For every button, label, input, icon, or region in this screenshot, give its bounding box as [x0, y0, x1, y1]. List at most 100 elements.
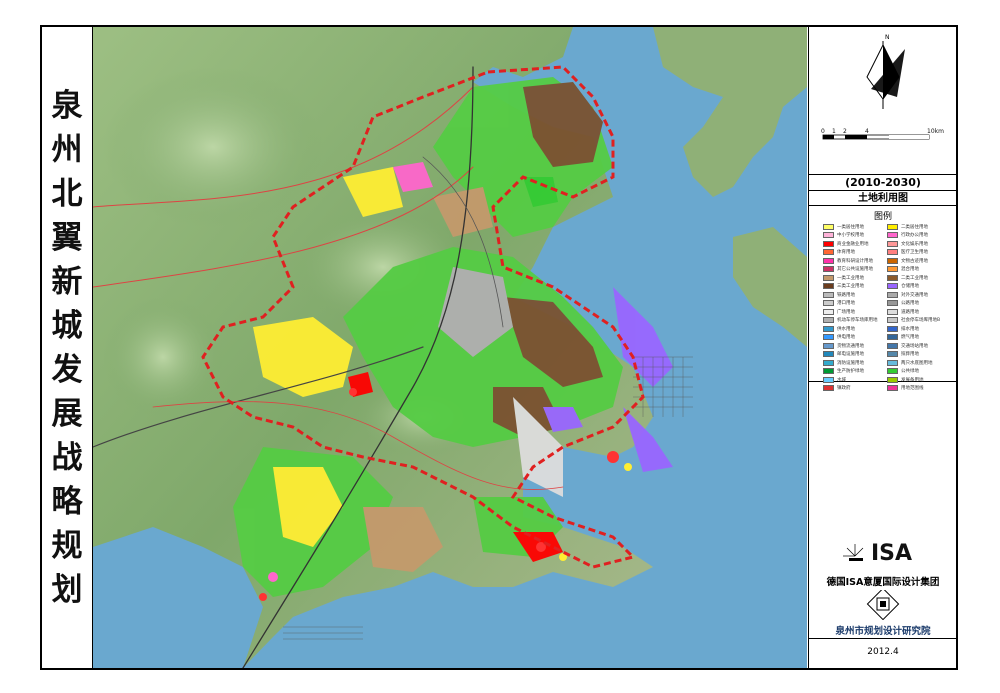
- legend-swatch: [823, 300, 834, 306]
- legend-swatch: [887, 317, 898, 323]
- legend-item: 医疗卫生用地: [887, 249, 951, 256]
- title-char: 北: [51, 175, 83, 212]
- legend-label: 行政办公用地: [901, 233, 928, 238]
- credits-box: ISA 德国ISA意厦国际设计集团 泉州市规划设计研究院 2012.4: [809, 382, 957, 668]
- legend-swatch: [823, 266, 834, 272]
- legend-label: 机动车停车场库用地: [837, 318, 878, 323]
- legend-swatch: [823, 351, 834, 357]
- title-char: 规: [51, 527, 83, 564]
- legend-swatch: [823, 249, 834, 255]
- title-char: 展: [51, 395, 83, 432]
- legend-label: 铁路用地: [837, 292, 855, 298]
- legend-swatch: [823, 223, 834, 230]
- reclamation-grid: [283, 356, 693, 640]
- legend-label: 发展备用地: [901, 377, 924, 383]
- map-type-title: 土地利用图: [809, 191, 957, 206]
- legend-swatch: [887, 291, 898, 298]
- legend-label: 一类工业用地: [837, 275, 864, 281]
- legend-swatch: [887, 232, 898, 238]
- legend-label: 中小学校用地: [837, 233, 864, 238]
- legend-item: 二类居住用地: [887, 223, 951, 230]
- title-char: 新: [51, 263, 83, 300]
- legend-item: 港口用地: [823, 300, 887, 307]
- legend-item: 铁路用地: [823, 291, 887, 298]
- legend-swatch: [887, 266, 898, 272]
- legend-item: 镇政府: [823, 385, 887, 392]
- legend-label: 对外交通用地: [901, 292, 928, 298]
- plan-period: (2010-2030): [809, 175, 957, 191]
- legend-label: 二类工业用地: [901, 275, 928, 281]
- legend-label: 殡葬用地: [901, 352, 919, 357]
- southwest-bay: [93, 527, 263, 668]
- legend-label: 仓储用地: [901, 284, 919, 289]
- legend-swatch: [823, 257, 834, 264]
- legend-label: 用地范围线: [901, 386, 924, 391]
- organization-isa: 德国ISA意厦国际设计集团: [826, 577, 940, 588]
- legend-swatch: [887, 283, 898, 289]
- legend-label: 一类居住用地: [837, 224, 864, 230]
- legend-swatch: [887, 274, 898, 281]
- map-canvas: [93, 27, 807, 668]
- legend-item: 一类居住用地: [823, 223, 887, 230]
- compass-label: N: [885, 34, 890, 41]
- legend-item: 用地范围线: [887, 385, 951, 392]
- legend-item: 排水用地: [887, 325, 951, 332]
- planned-land-use: [233, 77, 673, 597]
- legend-item: 机动车停车场库用地: [823, 317, 887, 324]
- legend-item: 生产防护绿地: [823, 368, 887, 375]
- legend-item: 消防设施用地: [823, 359, 887, 366]
- legend-item: 行政办公用地: [887, 232, 951, 239]
- compass-icon: N: [822, 34, 930, 140]
- legend-label: 交通场站用地: [901, 343, 928, 349]
- legend-item: 其它公共设施用地: [823, 266, 887, 273]
- legend-label: 生产防护绿地: [837, 369, 864, 374]
- legend-item: 仓储用地: [887, 283, 951, 290]
- legend-swatch: [823, 334, 834, 340]
- title-char: 略: [51, 483, 83, 520]
- legend-label: 文物古迹用地: [901, 258, 928, 264]
- legend-label: 其它公共设施用地: [837, 267, 873, 272]
- scale-tick-0: 0: [821, 128, 825, 135]
- scale-tick-1: 1: [832, 128, 836, 135]
- legend-item: 商业金融业用地: [823, 240, 887, 247]
- legend-label: 燃气用地: [901, 335, 919, 340]
- legend-label: 医疗卫生用地: [901, 250, 928, 255]
- legend-swatch: [887, 257, 898, 264]
- legend-label: 排水用地: [901, 326, 919, 332]
- legend-item: 供水用地: [823, 325, 887, 332]
- legend-label: 公共绿地: [901, 369, 919, 374]
- legend-swatch: [887, 342, 898, 349]
- legend-label: 社会停车场库用地B: [901, 318, 941, 323]
- legend-label: 文化娱乐用地: [901, 241, 928, 247]
- legend-label: 广场用地: [837, 309, 855, 315]
- legend-item: 对外交通用地: [887, 291, 951, 298]
- legend-label: 二类居住用地: [901, 224, 928, 230]
- land-use-map[interactable]: [93, 27, 807, 668]
- title-char: 翼: [51, 219, 83, 256]
- legend-item: 教育科研设计用地: [823, 257, 887, 264]
- legend-item: 邮电设施用地: [823, 351, 887, 358]
- isa-logo-icon: [843, 544, 864, 561]
- legend-label: 混合用地: [901, 267, 919, 272]
- legend-grid: 一类居住用地 二类居住用地 中小学校用地 行政办公用地 商业金融业用地 文化娱乐用地 体育用…: [823, 223, 951, 392]
- compass-scale-box: N 0 1 2 4 10km: [809, 27, 957, 175]
- scale-tick-4: 4: [865, 128, 869, 135]
- legend-swatch: [887, 308, 898, 315]
- legend-label: 教育科研设计用地: [837, 258, 873, 264]
- coastal-development: [259, 388, 632, 601]
- legend-item: 社会停车场库用地B: [887, 317, 951, 324]
- legend-item: 道路用地: [887, 308, 951, 315]
- legend-label: 消防设施用地: [837, 360, 864, 366]
- legend-label: 镇政府: [837, 386, 851, 391]
- legend-item: 文物古迹用地: [887, 257, 951, 264]
- legend-label: 供电用地: [837, 335, 855, 340]
- scale-tick-2: 2: [843, 128, 847, 135]
- legend-swatch: [887, 240, 898, 247]
- plan-date: 2012.4: [867, 647, 899, 657]
- northeast-peninsula: [653, 27, 807, 197]
- org-brand: ISA: [871, 541, 913, 566]
- legend-swatch: [823, 376, 834, 383]
- title-char: 城: [51, 307, 83, 344]
- legend-swatch: [823, 283, 834, 289]
- institute-seal-icon: [866, 590, 900, 620]
